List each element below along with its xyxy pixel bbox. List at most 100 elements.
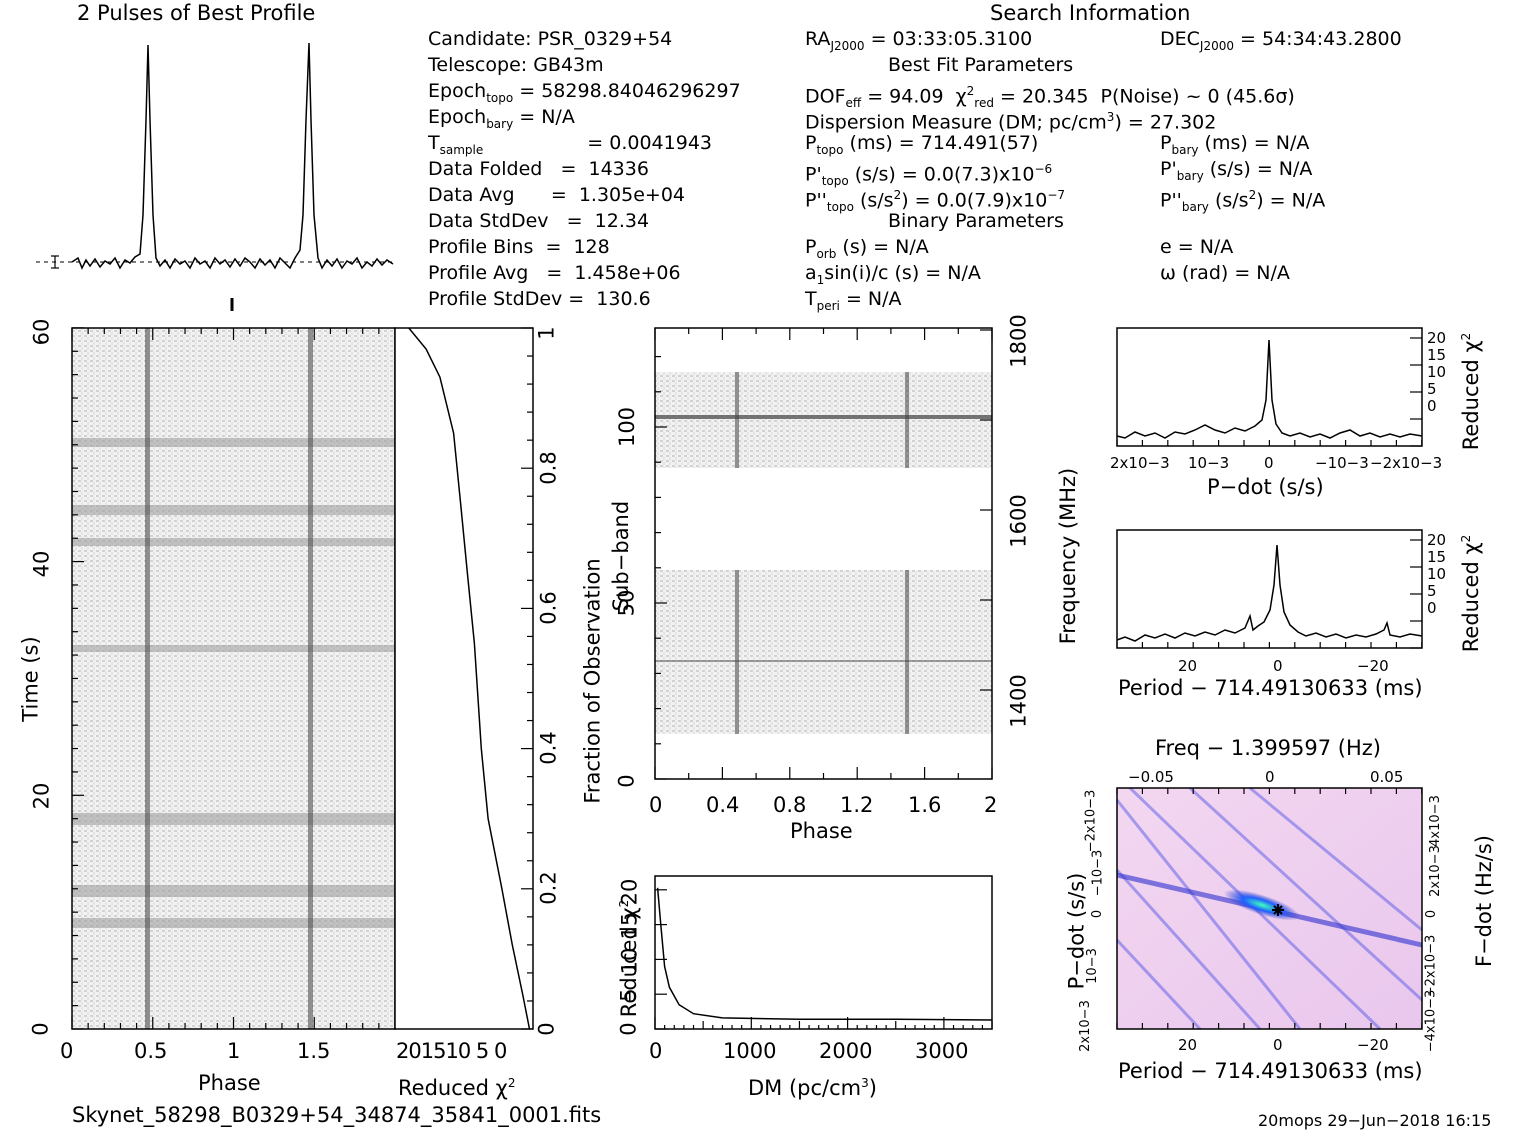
pp-xtick-2: −20 (1357, 657, 1389, 675)
hm-y2tick-1: −2x10−3 (1423, 934, 1439, 998)
tp-ytick-0: 0 (28, 1022, 53, 1036)
profile-avg: Profile Avg = 1.458e+06 (428, 262, 681, 284)
pddot-topo: P''topo (s/s2) = 0.0(7.9)x10−7 (805, 188, 1066, 215)
hm-y2label: F−dot (Hz/s) (1471, 835, 1496, 967)
sb-xtick-5: 2 (984, 793, 998, 817)
pdot-bary: P'bary (s/s) = N/A (1160, 158, 1313, 183)
hm-y2tick-0: −4x10−3 (1423, 989, 1439, 1053)
tp-xtick-2: 1 (227, 1039, 241, 1063)
profile-stddev: Profile StdDev = 130.6 (428, 288, 651, 310)
binary-title: Binary Parameters (888, 210, 1064, 232)
t-sample: Tsample = 0.0041943 (428, 132, 713, 157)
subband-block-bottom (655, 570, 992, 734)
pd-xtick-4: −2x10−3 (1370, 454, 1443, 472)
hm-y2tick-4: 4x10−3 (1427, 795, 1443, 847)
pdot-period-panel (1115, 786, 1424, 1031)
tp-ylabel: Time (s) (18, 636, 43, 722)
sb-ytick-0: 0 (614, 774, 639, 788)
pd-xlabel: P−dot (s/s) (1207, 475, 1324, 499)
pd-xtick-2: 0 (1264, 454, 1274, 472)
hm-y2tick-3: 2x10−3 (1427, 845, 1443, 897)
dm-ytick-0: 0 (616, 1022, 641, 1036)
cf-ytick-4: 0.8 (536, 451, 561, 485)
epoch-topo: Epochtopo = 58298.84046296297 (428, 80, 741, 105)
hm-xlabel: Period − 714.49130633 (ms) (1118, 1059, 1423, 1083)
pd-xtick-1: 10−3 (1188, 454, 1230, 472)
omega: ω (rad) = N/A (1160, 262, 1290, 284)
hm-y2tick-2: 0 (1424, 909, 1440, 919)
hm-xtick-2: −20 (1357, 1036, 1389, 1054)
tp-ytick-1: 20 (29, 782, 54, 810)
pulse-profile-panel (36, 42, 395, 311)
sb-y2label: Frequency (MHz) (1056, 467, 1081, 645)
subband-pulse-1 (735, 372, 739, 468)
candidate-name: Candidate: PSR_0329+54 (428, 28, 673, 50)
tp-xtick-0: 0 (60, 1039, 74, 1063)
sb-xtick-1: 0.4 (706, 793, 740, 817)
rfi-line (655, 415, 992, 419)
chi2-fraction-curve (408, 327, 531, 1030)
pulse-track-1 (145, 328, 150, 1029)
sb-ytick-2: 100 (615, 406, 640, 448)
eccentricity: e = N/A (1160, 236, 1234, 258)
pp-xtick-0: 20 (1178, 657, 1198, 675)
sb-xtick-4: 1.6 (908, 793, 942, 817)
sb-y2tick-1: 1600 (1006, 494, 1031, 548)
best-fit-marker (1272, 904, 1284, 916)
dm-ylabel: Reduced χ2 (617, 899, 642, 1018)
cf-ylabel: Fraction of Observation (580, 558, 605, 804)
tp-ytick-3: 60 (29, 318, 54, 346)
time-phase-rows (72, 438, 395, 928)
pp-ylabel: Reduced χ2 (1459, 534, 1484, 653)
epoch-bary: Epochbary = N/A (428, 106, 575, 131)
sb-xtick-0: 0 (649, 793, 663, 817)
subband-phase-panel (654, 327, 993, 780)
dof: DOFeff = 94.09 χ2red = 20.345 P(Noise) ~… (805, 84, 1295, 111)
timestamp: 20mops 29−Jun−2018 16:15 (1258, 1111, 1492, 1130)
ra: RAJ2000 = 03:33:05.3100 (805, 28, 1033, 53)
hm-x2tick-1: 0 (1265, 768, 1275, 786)
pp-yticks: 20 15 10 5 0 (1427, 531, 1447, 617)
a1sini: a1sin(i)/c (s) = N/A (805, 262, 981, 287)
profile-bins: Profile Bins = 128 (428, 236, 610, 258)
t-peri: Tperi = N/A (805, 288, 902, 313)
fit-title: Best Fit Parameters (888, 54, 1074, 76)
hm-ytick-3: −10−3 (1090, 849, 1106, 897)
chi2-pdot-curve (1116, 339, 1423, 439)
cf-ytick-2: 0.4 (536, 731, 561, 765)
pp-xtick-1: 0 (1273, 657, 1283, 675)
tp-ytick-2: 40 (29, 550, 54, 578)
sb-xlabel: Phase (790, 819, 853, 843)
hm-title: Freq − 1.399597 (Hz) (1155, 736, 1381, 760)
dm: Dispersion Measure (DM; pc/cm3) = 27.302 (805, 110, 1217, 134)
data-stddev: Data StdDev = 12.34 (428, 210, 650, 232)
p-topo: Ptopo (ms) = 714.491(57) (805, 132, 1039, 157)
tp-xtick-1: 0.5 (134, 1039, 168, 1063)
p-bary: Pbary (ms) = N/A (1160, 132, 1310, 157)
profile-curve (71, 42, 394, 270)
cf-xticks: 201510 5 0 (396, 1039, 507, 1063)
hm-xtick-1: 0 (1273, 1036, 1283, 1054)
hm-ytick-2: 0 (1090, 909, 1106, 919)
profile-error-bar (51, 255, 59, 269)
chi2-dm-panel (654, 875, 993, 1030)
chi2-period-panel (1116, 529, 1423, 649)
dm-xtick-3: 3000 (915, 1039, 969, 1063)
chi2-pdot-panel (1116, 327, 1423, 447)
pd-yticks: 20 15 10 5 0 (1427, 329, 1447, 415)
pp-xlabel: Period − 714.49130633 (ms) (1118, 676, 1423, 700)
sb-xtick-2: 0.8 (773, 793, 807, 817)
pddot-bary: P''bary (s/s2) = N/A (1160, 188, 1326, 215)
hm-x2tick-0: −0.05 (1128, 768, 1174, 786)
time-phase-panel (71, 327, 396, 1030)
cf-xlabel: Reduced χ2 (398, 1076, 516, 1100)
pd-xtick-0: 2x10−3 (1110, 454, 1170, 472)
hm-x2tick-2: 0.05 (1370, 768, 1404, 786)
hm-ytick-4: −2x10−3 (1083, 789, 1099, 853)
search-title: Search Information (990, 1, 1191, 25)
cf-ytick-3: 0.6 (536, 591, 561, 625)
chi2-period-curve (1116, 544, 1423, 642)
profile-title: 2 Pulses of Best Profile (77, 1, 316, 25)
dm-xtick-1: 1000 (723, 1039, 777, 1063)
pd-xtick-3: −10−3 (1315, 454, 1369, 472)
